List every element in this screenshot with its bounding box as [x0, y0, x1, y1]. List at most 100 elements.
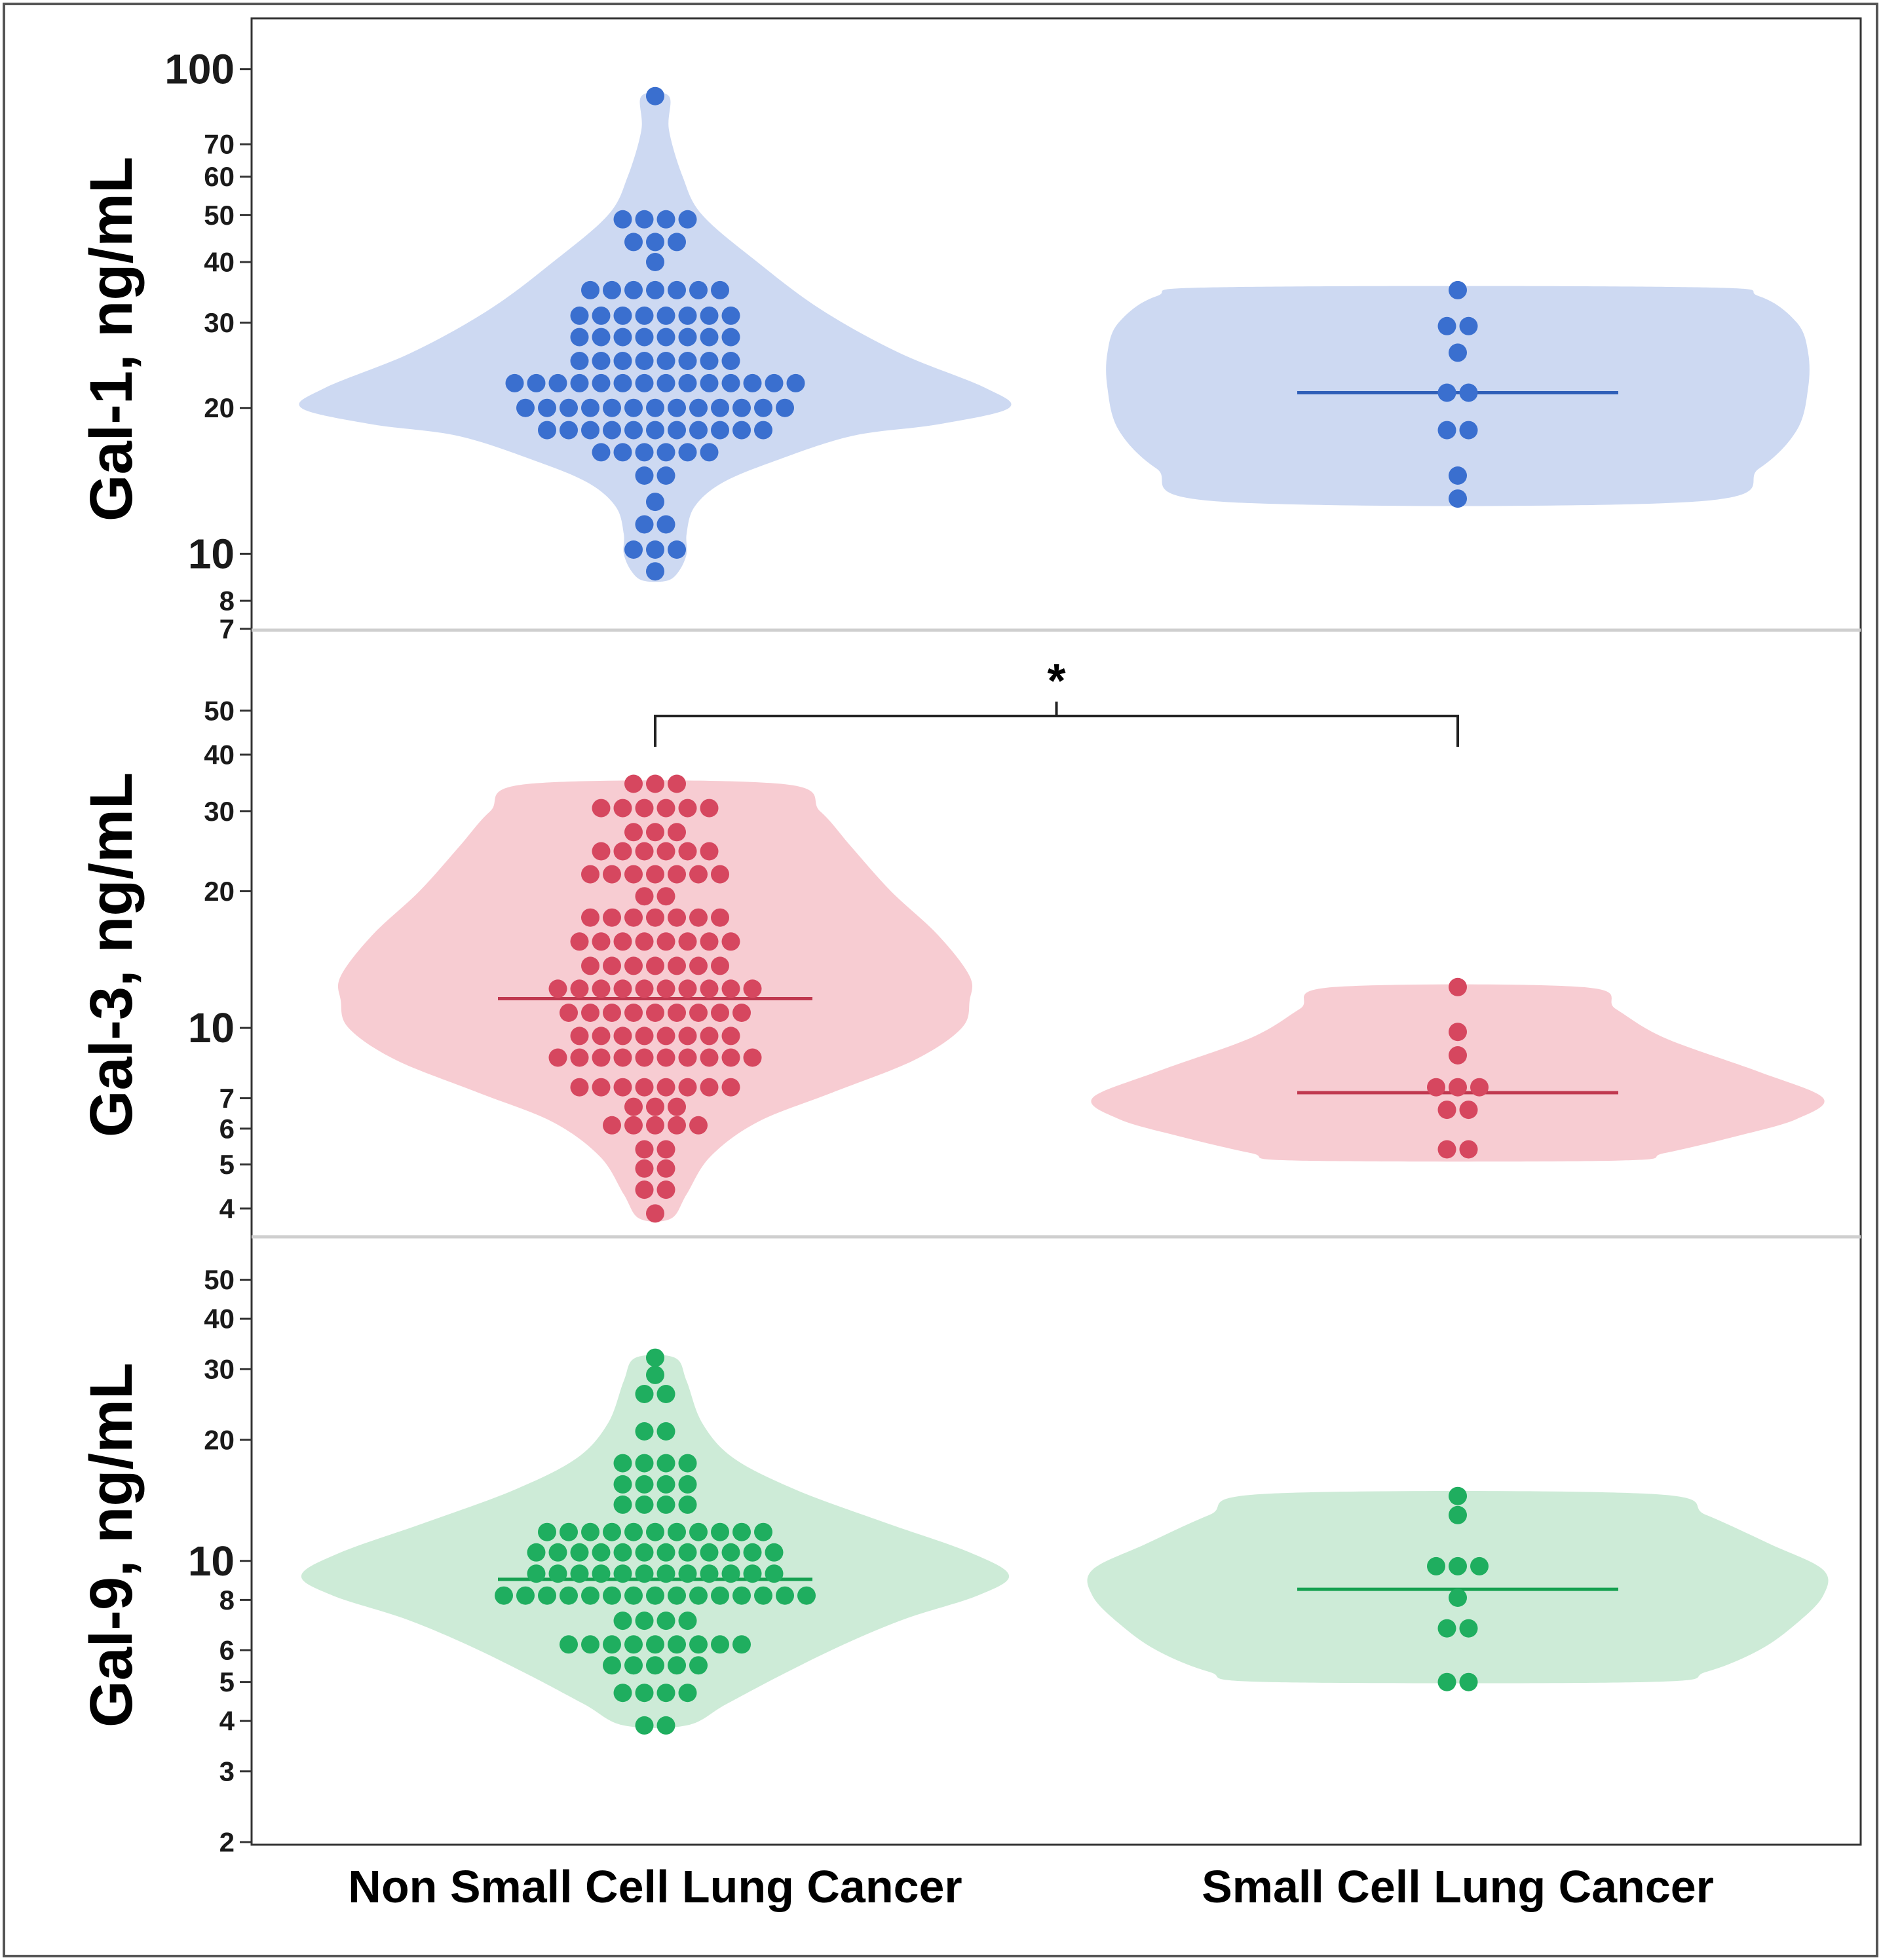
- data-point: [1449, 466, 1467, 485]
- data-point: [635, 1027, 654, 1046]
- data-point: [1449, 1486, 1467, 1505]
- y-tick-label: 10: [188, 530, 235, 577]
- data-point: [538, 1586, 556, 1605]
- data-point: [603, 1635, 621, 1654]
- data-point: [678, 373, 697, 392]
- data-point: [613, 1475, 632, 1494]
- data-point: [635, 1078, 654, 1097]
- data-point: [689, 1004, 708, 1022]
- data-point: [1459, 421, 1478, 440]
- data-point: [635, 1180, 654, 1199]
- data-point: [711, 280, 729, 299]
- y-tick-label: 8: [219, 586, 235, 616]
- data-point: [711, 1004, 729, 1022]
- data-point: [538, 421, 556, 440]
- y-tick-label: 30: [204, 307, 235, 338]
- data-point: [613, 932, 632, 951]
- data-point: [656, 1684, 675, 1703]
- y-tick-label: 70: [204, 129, 235, 160]
- data-point: [689, 956, 708, 975]
- data-point: [548, 1048, 567, 1067]
- x-axis: Non Small Cell Lung Cancer Small Cell Lun…: [348, 1861, 1714, 1912]
- data-point: [624, 1116, 643, 1135]
- data-point: [646, 774, 664, 793]
- y-tick-label: 7: [219, 1083, 235, 1114]
- y-tick-label: 6: [219, 1635, 235, 1666]
- data-point: [1459, 1619, 1478, 1638]
- data-point: [668, 956, 686, 975]
- data-point: [603, 1522, 621, 1541]
- data-point: [689, 398, 708, 417]
- data-point: [624, 421, 643, 440]
- panel-3: 50 40 30 20 108 65 4 3 2 Gal-9, ng/mL: [78, 1264, 1829, 1858]
- data-point: [754, 398, 772, 417]
- annotations: *: [654, 655, 1459, 747]
- data-point: [635, 443, 654, 462]
- data-point: [624, 956, 643, 975]
- y-tick-label: 50: [204, 1264, 235, 1295]
- data-point: [656, 1564, 675, 1583]
- data-point: [613, 1454, 632, 1473]
- data-point: [678, 210, 697, 229]
- data-point: [754, 421, 772, 440]
- data-point: [635, 373, 654, 392]
- data-point: [743, 1543, 762, 1562]
- data-point: [581, 1635, 599, 1654]
- data-point: [754, 1586, 772, 1605]
- data-point: [668, 774, 686, 793]
- data-point: [678, 1078, 697, 1097]
- data-point: [678, 842, 697, 861]
- data-point: [711, 398, 729, 417]
- data-point: [668, 1656, 686, 1675]
- data-point: [570, 1543, 589, 1562]
- data-point: [700, 1078, 719, 1097]
- data-point: [613, 1048, 632, 1067]
- data-point: [1437, 316, 1456, 335]
- data-point: [1449, 489, 1467, 508]
- data-point: [668, 865, 686, 884]
- data-point: [624, 540, 643, 559]
- data-point: [538, 1522, 556, 1541]
- data-point: [732, 1586, 751, 1605]
- group-sclc: [1087, 1486, 1829, 1691]
- y-tick-label: 50: [204, 695, 235, 726]
- data-point: [668, 1635, 686, 1654]
- x-category-label: Small Cell Lung Cancer: [1202, 1861, 1714, 1912]
- data-point: [678, 328, 697, 347]
- data-point: [678, 1564, 697, 1583]
- data-point: [635, 842, 654, 861]
- data-point: [560, 421, 578, 440]
- data-point: [656, 1495, 675, 1514]
- data-point: [656, 306, 675, 325]
- group-nsclc: [301, 1348, 1010, 1735]
- data-point: [592, 979, 611, 998]
- data-point: [635, 210, 654, 229]
- data-point: [700, 1564, 719, 1583]
- data-point: [646, 253, 664, 271]
- data-point: [711, 421, 729, 440]
- data-point: [1437, 1101, 1456, 1120]
- data-point: [495, 1586, 513, 1605]
- data-point: [646, 233, 664, 252]
- data-point: [678, 1027, 697, 1046]
- data-point: [743, 1564, 762, 1583]
- data-point: [1449, 1556, 1467, 1575]
- data-point: [613, 328, 632, 347]
- data-point: [603, 421, 621, 440]
- data-point: [548, 1564, 567, 1583]
- data-point: [570, 1027, 589, 1046]
- data-point: [624, 1522, 643, 1541]
- data-point: [700, 1048, 719, 1067]
- y-tick-label: 40: [204, 1304, 235, 1334]
- data-point: [700, 352, 719, 370]
- data-point: [678, 1454, 697, 1473]
- data-point: [678, 1495, 697, 1514]
- data-point: [624, 398, 643, 417]
- data-point: [656, 1159, 675, 1178]
- data-point: [603, 1586, 621, 1605]
- data-point: [721, 1078, 740, 1097]
- data-point: [635, 1564, 654, 1583]
- group-nsclc: [299, 86, 1012, 582]
- data-point: [548, 373, 567, 392]
